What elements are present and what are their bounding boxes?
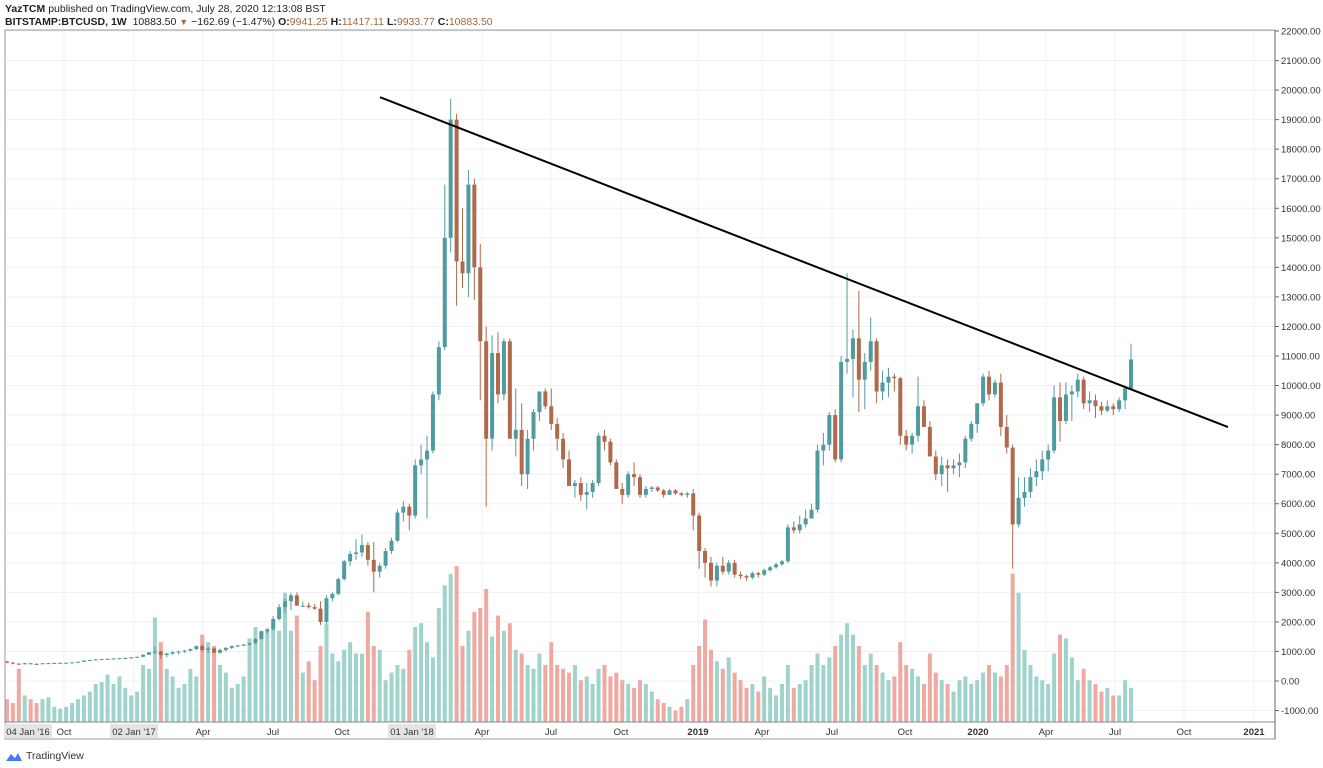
down-arrow-icon: ▼	[179, 17, 189, 27]
low-value: 9933.77	[396, 16, 435, 28]
publish-text: published on TradingView.com, July 28, 2…	[48, 3, 326, 15]
price-tick-label: 3000.00	[1281, 588, 1315, 599]
open-value: 9941.25	[289, 16, 328, 28]
open-label: O:	[278, 16, 290, 28]
volume-bars	[5, 566, 1133, 722]
price-tick-label: 13000.00	[1281, 292, 1321, 303]
publish-info: YazTCM published on TradingView.com, Jul…	[5, 3, 326, 15]
chart-grid	[5, 30, 1275, 722]
price-tick-label: 10000.00	[1281, 381, 1321, 392]
price-tick-label: 1000.00	[1281, 647, 1315, 658]
time-tick-label: Jul	[1109, 727, 1121, 738]
time-tick-label: 2019	[687, 727, 708, 738]
time-tick-label: Apr	[475, 727, 490, 738]
time-tick-label: Oct	[614, 727, 629, 738]
time-tick-label: 2021	[1243, 727, 1265, 738]
price-tick-label: 7000.00	[1281, 470, 1315, 481]
price-tick-label: 22000.00	[1281, 27, 1321, 38]
symbol-name: BITSTAMP:BTCUSD, 1W	[5, 16, 127, 28]
price-tick-label: 12000.00	[1281, 322, 1321, 333]
price-tick-label: 18000.00	[1281, 145, 1321, 156]
price-tick-label: 19000.00	[1281, 115, 1321, 126]
time-tick-label: Apr	[196, 727, 211, 738]
price-tick-label: -1000.00	[1281, 706, 1319, 717]
time-axis[interactable]: 04 Jan '16 Oct 02 Jan '17 Apr Jul Oct 01 Jan '…	[4, 724, 1265, 738]
time-tick-label: Oct	[898, 727, 913, 738]
trendline[interactable]	[379, 96, 1229, 428]
date-label-box	[110, 724, 158, 738]
price-tick-label: 21000.00	[1281, 56, 1321, 67]
author-name[interactable]: YazTCM	[5, 3, 46, 15]
price-tick-label: 11000.00	[1281, 352, 1320, 363]
price-tick-label: 2000.00	[1281, 617, 1315, 628]
time-tick-label: Jul	[826, 727, 838, 738]
last-price: 10883.50	[132, 16, 177, 28]
time-tick-label: 01 Jan '18	[390, 727, 434, 738]
price-tick-label: 20000.00	[1281, 86, 1321, 97]
price-tick-label: 16000.00	[1281, 204, 1321, 215]
brand-name: TradingView	[26, 750, 84, 762]
price-tick-label: 5000.00	[1281, 529, 1315, 540]
price-tick-label: 17000.00	[1281, 174, 1321, 185]
price-tick-label: 4000.00	[1281, 558, 1315, 569]
time-tick-label: Jul	[267, 727, 279, 738]
high-value: 11417.11	[341, 16, 385, 28]
price-tick-label: 9000.00	[1281, 411, 1315, 422]
time-tick-label: Apr	[1039, 727, 1054, 738]
tradingview-cloud-icon	[6, 752, 22, 761]
time-tick-label: 2020	[967, 727, 988, 738]
time-tick-label: Oct	[1177, 727, 1192, 738]
symbol-legend: BITSTAMP:BTCUSD, 1W 10883.50 ▼ −162.69 (…	[5, 16, 493, 28]
close-value: 10883.50	[448, 16, 493, 28]
price-tick-label: 15000.00	[1281, 233, 1321, 244]
price-tick-label: 0.00	[1281, 677, 1300, 688]
price-tick-label: 8000.00	[1281, 440, 1315, 451]
candlesticks	[5, 98, 1133, 666]
price-tick-label: 14000.00	[1281, 263, 1321, 274]
time-tick-label: Apr	[755, 727, 770, 738]
price-change: −162.69 (−1.47%)	[191, 16, 276, 28]
time-tick-label: 04 Jan '16	[6, 727, 50, 738]
tradingview-logo[interactable]: TradingView	[5, 750, 84, 762]
time-tick-label: Oct	[57, 727, 72, 738]
time-tick-label: Oct	[335, 727, 350, 738]
time-tick-label: 02 Jan '17	[112, 727, 156, 738]
price-axis[interactable]: 22000.00 21000.00 20000.00 19000.00 18000.00…	[1275, 27, 1321, 718]
date-label-box	[4, 724, 52, 738]
low-label: L:	[386, 16, 397, 28]
close-label: C:	[437, 16, 449, 28]
high-label: H:	[330, 16, 342, 28]
price-tick-label: 6000.00	[1281, 499, 1315, 510]
time-tick-label: Jul	[545, 727, 557, 738]
date-label-box	[388, 724, 436, 738]
